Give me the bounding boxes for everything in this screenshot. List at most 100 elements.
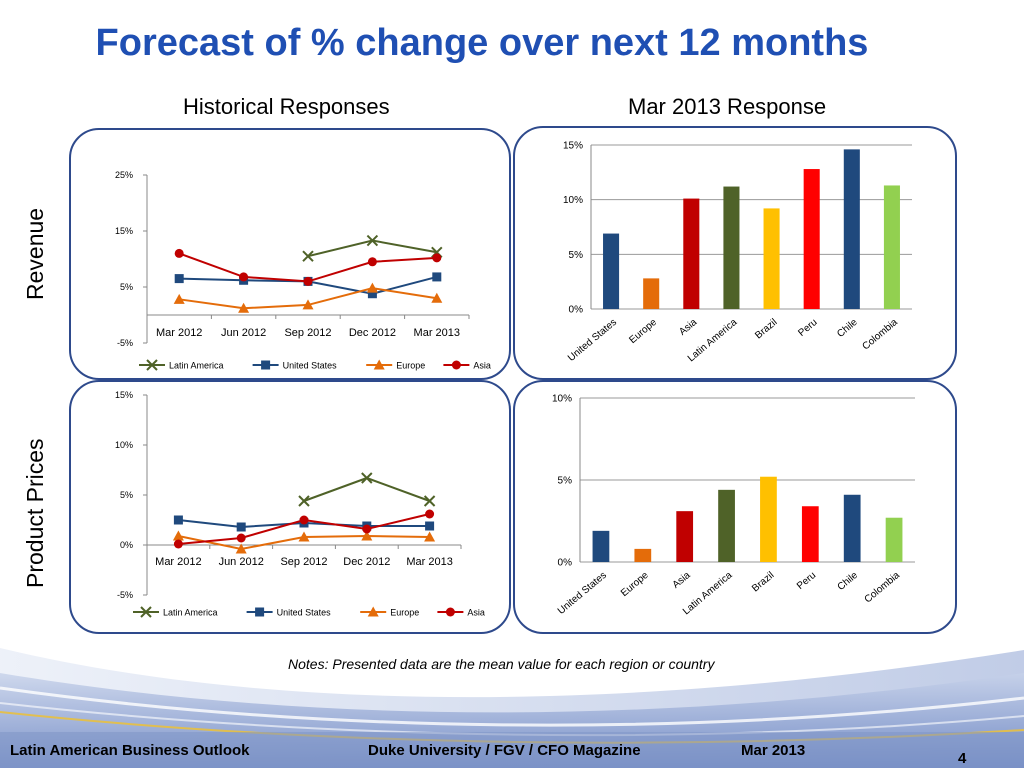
prices-history-ytick-label: 15% [115, 390, 133, 400]
revenue-history-legend-europe-swatch-marker [373, 359, 385, 370]
prices-history-series-latin-america-line [303, 476, 430, 502]
revenue-history-series-latin-america-point [366, 234, 379, 247]
revenue-history-ytick-label: -5% [117, 338, 133, 348]
revenue-history-series-latin-america-point-b [302, 250, 314, 262]
prices-history-series-latin-america-point [423, 495, 436, 507]
revenue-history-legend-latin-america-swatch-marker-b [146, 359, 158, 371]
prices-history-legend-asia-label: Asia [467, 608, 485, 618]
revenue-history-series-europe-point [238, 302, 250, 313]
prices-history-series-asia-point [425, 509, 435, 519]
prices-history-series-latin-america-point [361, 472, 373, 484]
prices-history-series-asia-point [236, 533, 246, 543]
revenue-history-series-asia-point [432, 253, 442, 263]
prices-history-series-europe-point [424, 531, 436, 542]
revenue-history-series-asia-point [303, 276, 313, 286]
prices-current-bar-united-states [592, 530, 610, 562]
prices-history-legend-latin-america-swatch-marker-b [140, 606, 152, 618]
prices-current-xtick-label: United States [556, 570, 609, 617]
prices-current-bar-chile [843, 494, 861, 562]
prices-history-legend-united-states-label: United States [277, 608, 332, 618]
row-label-revenue: Revenue [22, 207, 48, 300]
footer-left: Latin American Business Outlook [10, 742, 250, 759]
revenue-history-legend-asia-label: Asia [473, 361, 491, 371]
prices-history-series-latin-america-point [298, 495, 310, 507]
notes: Notes: Presented data are the mean value… [288, 656, 715, 672]
revenue-current-bar-colombia [883, 185, 900, 309]
prices-history-series-latin-america-point-b [423, 495, 436, 507]
prices-history-series-latin-america-point-b [298, 495, 310, 507]
page-title: Forecast of % change over next 12 months [95, 22, 869, 64]
prices-history-legend-asia-swatch-marker [445, 607, 455, 617]
revenue-history-series-latin-america-point-b [366, 234, 379, 247]
revenue-history-legend-united-states-label: United States [283, 361, 338, 371]
prices-current-bar-europe [634, 548, 652, 562]
revenue-history-series-united-states-point [432, 272, 442, 282]
prices-current-ytick-label: 5% [558, 476, 573, 487]
prices-history-xtick-label: Sep 2012 [280, 556, 327, 568]
revenue-history-ytick-label: 25% [115, 170, 133, 180]
revenue-current-xtick-label: Europe [627, 317, 659, 346]
prices-history-series-asia-point [299, 515, 309, 525]
prices-history-series-europe-point [172, 530, 184, 541]
revenue-history-xtick-label: Mar 2012 [156, 327, 202, 339]
prices-history-series-united-states-point [236, 522, 246, 532]
prices-current-xtick-label: Chile [836, 570, 861, 593]
revenue-current-xtick-label: Chile [835, 317, 860, 340]
prices-current-bar-latin-america [718, 489, 735, 562]
revenue-history-series-europe-point [366, 282, 378, 293]
revenue-history-xtick-label: Mar 2013 [414, 327, 460, 339]
prices-current-ytick-label: 0% [558, 558, 573, 569]
prices-current-xtick-label: Peru [795, 570, 818, 592]
revenue-history-chart: 25% 15% 5% -5% Mar 2012 Jun 2012 Sep 2012 Dec 2… [115, 170, 491, 371]
revenue-current-bar-latin-america [723, 186, 740, 309]
prices-history-legend-latin-america-label: Latin America [163, 608, 218, 618]
revenue-current-bar-united-states [603, 233, 620, 309]
revenue-current-bar-brazil [763, 208, 780, 309]
revenue-current-xtick-label: Asia [677, 317, 699, 338]
revenue-current-bar-chile [843, 149, 860, 309]
prices-history-xtick-label: Jun 2012 [219, 556, 264, 568]
revenue-current-bar-peru [803, 169, 820, 309]
revenue-current-xtick-label: Colombia [860, 317, 900, 353]
revenue-current-bar-asia [683, 198, 700, 309]
revenue-history-legend-europe-label: Europe [396, 361, 425, 371]
revenue-history-series-asia-point [174, 248, 184, 258]
historical-header: Historical Responses [183, 94, 390, 119]
revenue-history-legend-united-states-swatch-marker [261, 360, 271, 370]
prices-current-bar-brazil [760, 476, 777, 562]
prices-history-series-asia-point [173, 539, 183, 549]
revenue-history-series-asia-point [367, 257, 377, 267]
revenue-history-xtick-label: Dec 2012 [349, 327, 396, 339]
revenue-history-legend-latin-america-label: Latin America [169, 361, 224, 371]
prices-history-chart: 15% 10% 5% 0% -5% Mar 2012 Jun 2012 Sep 2012 Dec… [115, 390, 485, 618]
prices-current-panel: 10% 5% 0% United States Europe Asia Latin Amer… [513, 380, 957, 634]
revenue-current-xtick-label: Peru [796, 317, 819, 339]
prices-current-xtick-label: Asia [671, 570, 693, 591]
revenue-history-series-latin-america-point [302, 250, 314, 262]
prices-current-xtick-label: Europe [619, 570, 651, 599]
row-label-prices: Product Prices [22, 438, 48, 588]
prices-history-panel: 15% 10% 5% 0% -5% Mar 2012 Jun 2012 Sep 2012 Dec… [69, 380, 511, 634]
revenue-current-panel: 15% 10% 5% 0% United States Europe Asia Latin A… [513, 126, 957, 380]
prices-history-series-united-states-point [425, 521, 435, 531]
revenue-current-xtick-label: United States [566, 317, 619, 364]
prices-history-series-asia-point [362, 524, 372, 534]
prices-history-ytick-label: 0% [120, 540, 133, 550]
prices-history-legend-united-states-swatch-marker [255, 607, 265, 617]
page-number: 4 [958, 750, 967, 767]
revenue-history-legend-asia-swatch-marker [451, 360, 461, 370]
prices-history-legend-europe-swatch-marker [367, 606, 379, 617]
prices-history-series-europe-point [298, 531, 310, 542]
revenue-current-ytick-label: 10% [563, 195, 583, 206]
prices-history-xtick-label: Mar 2013 [406, 556, 452, 568]
prices-history-xtick-label: Dec 2012 [343, 556, 390, 568]
prices-current-bar-peru [801, 506, 819, 562]
revenue-current-ytick-label: 0% [569, 305, 584, 316]
revenue-current-bar-europe [643, 278, 660, 309]
footer-center: Duke University / FGV / CFO Magazine [368, 742, 641, 759]
prices-history-series-europe-point [235, 543, 247, 554]
prices-history-ytick-label: 10% [115, 440, 133, 450]
prices-history-series-latin-america-point-b [361, 472, 373, 484]
prices-current-xtick-label: Colombia [863, 570, 903, 606]
